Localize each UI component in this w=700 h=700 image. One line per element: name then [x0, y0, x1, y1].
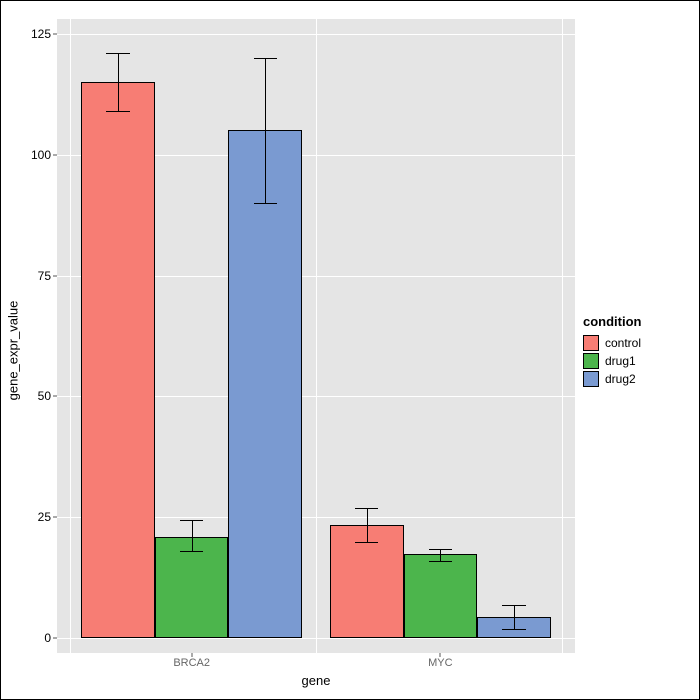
x-tick-label: MYC	[428, 657, 452, 669]
y-tick-label: 50	[38, 389, 51, 403]
gridline-v	[316, 19, 317, 653]
legend-item-control: control	[583, 335, 642, 351]
y-tick-label: 125	[31, 27, 51, 41]
y-tick-label: 25	[38, 510, 51, 524]
errorbar-cap	[429, 549, 452, 550]
legend-label: drug2	[605, 372, 636, 386]
y-tick-label: 100	[31, 148, 51, 162]
errorbar-cap	[106, 53, 129, 54]
errorbar-cap	[180, 551, 203, 552]
chart-frame: gene_expr_value 0 25 50 75 100 125 BRCA2 MYC g…	[0, 0, 700, 700]
x-axis-label-text: gene	[302, 673, 331, 688]
plot-area	[57, 19, 575, 653]
legend-item-drug1: drug1	[583, 353, 642, 369]
errorbar-cap	[502, 629, 525, 630]
errorbar-line	[514, 605, 515, 629]
errorbar-cap	[254, 203, 277, 204]
y-axis-label: gene_expr_value	[1, 1, 25, 699]
x-axis-label: gene	[57, 671, 575, 699]
errorbar-cap	[254, 58, 277, 59]
chart-wrap: gene_expr_value 0 25 50 75 100 125 BRCA2 MYC g…	[1, 1, 699, 699]
legend-label: drug1	[605, 354, 636, 368]
legend-item-drug2: drug2	[583, 371, 642, 387]
errorbar-cap	[180, 520, 203, 521]
y-axis-ticks: 0 25 50 75 100 125	[25, 19, 57, 653]
legend-column: condition control drug1 drug2	[579, 1, 699, 699]
legend-title: condition	[583, 314, 642, 329]
bar-BRCA2-control	[81, 82, 155, 639]
x-axis-ticks: BRCA2 MYC	[57, 653, 575, 671]
errorbar-cap	[429, 561, 452, 562]
errorbar-line	[265, 58, 266, 203]
errorbar-line	[367, 508, 368, 542]
errorbar-line	[440, 549, 441, 561]
legend: condition control drug1 drug2	[583, 314, 642, 387]
errorbar-line	[192, 520, 193, 551]
y-axis-label-text: gene_expr_value	[6, 300, 21, 400]
y-tick-label: 75	[38, 269, 51, 283]
x-tick-label: BRCA2	[173, 657, 210, 669]
legend-label: control	[605, 336, 641, 350]
legend-swatch	[583, 335, 599, 351]
errorbar-cap	[355, 508, 378, 509]
y-tick-label: 0	[44, 631, 51, 645]
plot-column: BRCA2 MYC gene	[57, 1, 575, 699]
legend-swatch	[583, 371, 599, 387]
errorbar-line	[118, 53, 119, 111]
legend-swatch	[583, 353, 599, 369]
errorbar-cap	[502, 605, 525, 606]
bar-MYC-drug1	[404, 554, 478, 639]
errorbar-cap	[106, 111, 129, 112]
errorbar-cap	[355, 542, 378, 543]
bar-BRCA2-drug2	[228, 130, 302, 638]
gridline-v	[70, 19, 71, 653]
gridline-v	[562, 19, 563, 653]
